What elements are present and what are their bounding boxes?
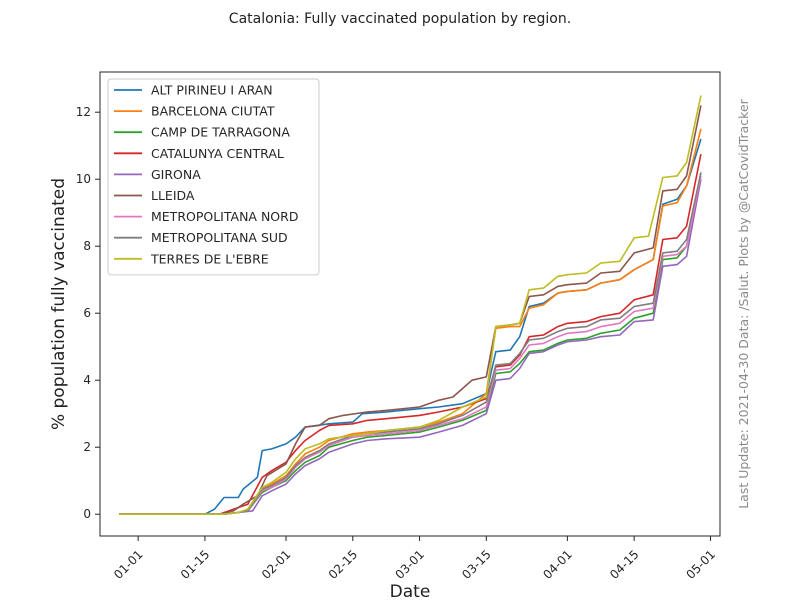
legend-label: CAMP DE TARRAGONA (151, 125, 290, 140)
y-axis: 0 2 4 6 8 10 12 (76, 105, 100, 521)
series-line-lleida (119, 105, 702, 516)
legend-label: BARCELONA CIUTAT (151, 104, 275, 119)
x-tick-label: 05-01 (683, 547, 718, 582)
side-note: Last Update: 2021-04-30 Data: /Salut. Pl… (736, 98, 751, 508)
legend-label: ALT PIRINEU I ARAN (151, 83, 273, 98)
legend-box (107, 78, 320, 276)
series-lines (119, 95, 702, 516)
legend-label: CATALUNYA CENTRAL (151, 146, 284, 161)
x-tick-label: 03-15 (459, 547, 494, 582)
y-axis-label: % population fully vaccinated (49, 178, 69, 430)
series-line-metropolitana-nord (119, 175, 702, 516)
y-tick-label: 8 (83, 239, 91, 253)
legend-label: LLEIDA (151, 188, 195, 203)
x-axis: 01-01 01-15 02-01 02-15 03-01 03-15 04-01 04-15… (111, 536, 718, 582)
x-tick-label: 03-01 (393, 547, 428, 582)
y-tick-label: 6 (83, 306, 91, 320)
legend-label: GIRONA (151, 167, 201, 182)
chart-title: Catalonia: Fully vaccinated population b… (229, 11, 571, 27)
y-tick-label: 4 (83, 373, 91, 387)
series-line-barcelona-ciutat (119, 128, 702, 516)
series-line-metropolitana-sud (119, 172, 702, 516)
legend: ALT PIRINEU I ARAN BARCELONA CIUTAT CAMP D… (107, 78, 320, 276)
series-line-terres-de-l-ebre (119, 95, 702, 516)
series-line-girona (119, 179, 702, 516)
legend-label: METROPOLITANA NORD (151, 209, 298, 224)
x-tick-label: 04-01 (540, 547, 575, 582)
x-tick-label: 01-15 (178, 547, 213, 582)
x-tick-label: 02-01 (259, 547, 294, 582)
x-axis-label: Date (390, 582, 431, 600)
x-tick-label: 04-15 (607, 547, 642, 582)
x-tick-label: 01-01 (111, 547, 146, 582)
y-tick-label: 10 (76, 172, 91, 186)
y-tick-label: 2 (83, 440, 91, 454)
x-tick-label: 02-15 (326, 547, 361, 582)
legend-label: METROPOLITANA SUD (151, 230, 288, 245)
legend-label: TERRES DE L'EBRE (150, 251, 269, 266)
y-tick-label: 0 (83, 507, 91, 521)
y-tick-label: 12 (76, 105, 91, 119)
